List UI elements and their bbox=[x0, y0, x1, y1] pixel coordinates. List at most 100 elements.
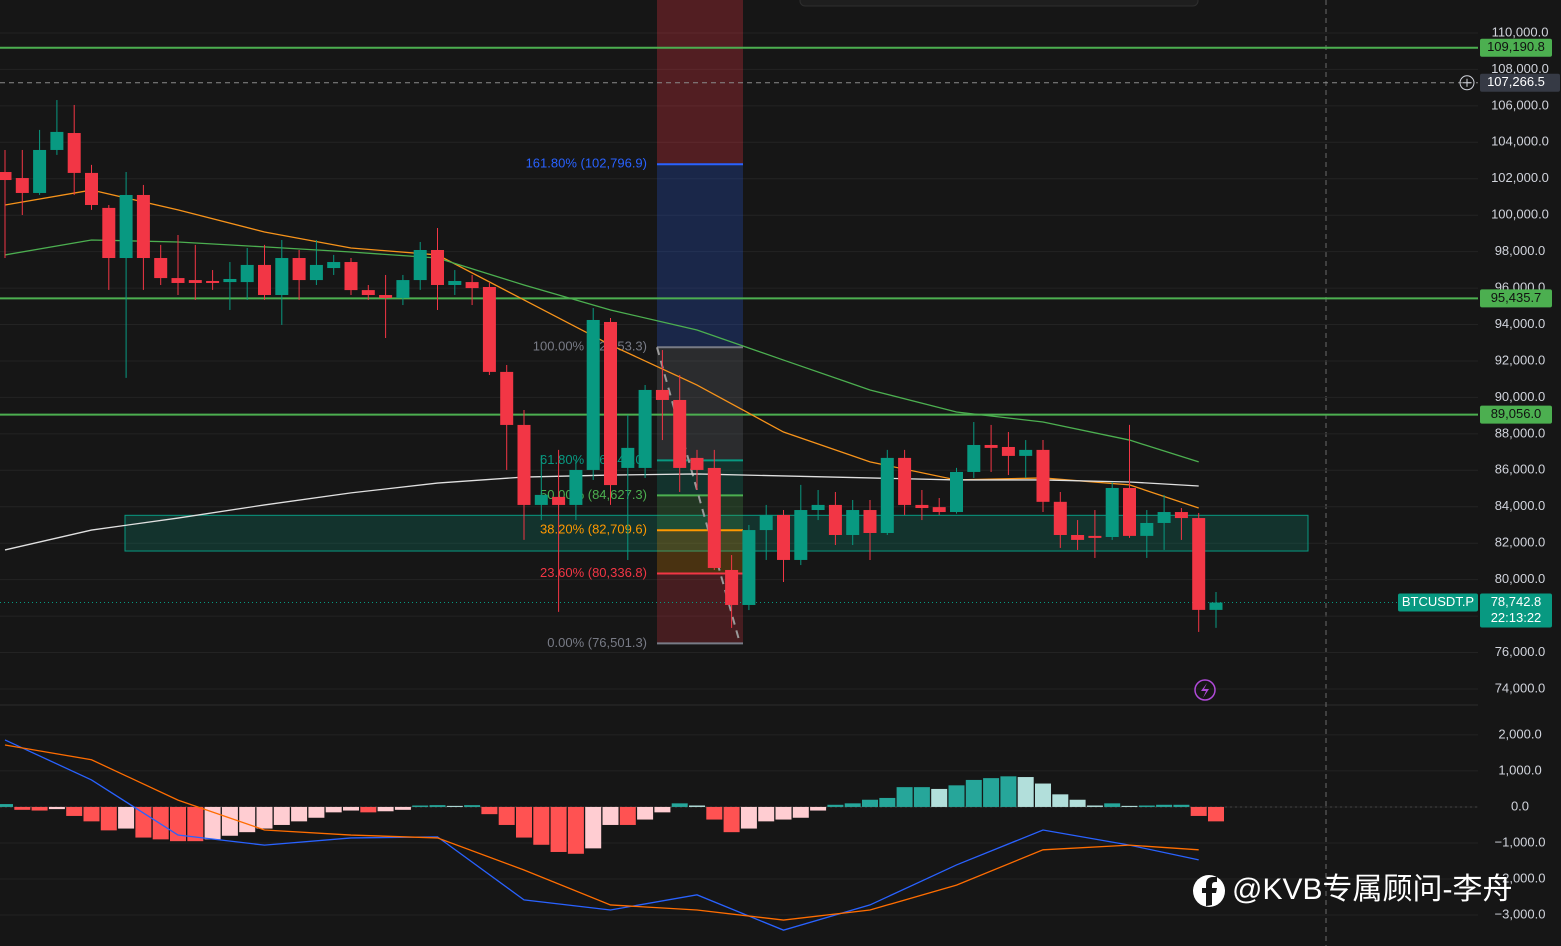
indicator-line bbox=[4, 744, 1199, 921]
y-tick-label: 80,000.0 bbox=[1495, 571, 1546, 586]
alert-bolt bbox=[1201, 683, 1209, 698]
histogram-bar bbox=[343, 806, 359, 811]
histogram-bar bbox=[931, 788, 948, 807]
y-tick-label: 1,000.0 bbox=[1498, 762, 1541, 777]
histogram-bar bbox=[152, 806, 169, 840]
histogram-bar bbox=[533, 806, 550, 845]
candle-body bbox=[448, 280, 462, 285]
histogram-bar bbox=[31, 806, 48, 811]
candle-body bbox=[85, 172, 98, 205]
candle-body bbox=[673, 399, 687, 468]
y-tick-label: 102,000.0 bbox=[1491, 170, 1549, 185]
candle-body bbox=[33, 149, 47, 193]
y-tick-label: 86,000.0 bbox=[1495, 462, 1546, 477]
histogram-bar bbox=[775, 806, 792, 820]
candle-body bbox=[569, 469, 583, 505]
histogram-bar bbox=[14, 806, 31, 810]
histogram-bar bbox=[567, 806, 584, 854]
histogram-bar bbox=[879, 797, 896, 807]
y-tick-label: 110,000.0 bbox=[1492, 24, 1549, 39]
price-label-box bbox=[1480, 289, 1552, 308]
histogram-bar bbox=[291, 806, 308, 822]
histogram-bar bbox=[0, 804, 13, 807]
watermark-icon-glyph bbox=[1202, 877, 1217, 906]
histogram-bar bbox=[377, 806, 394, 812]
y-tick-label: 108,000.0 bbox=[1491, 61, 1549, 76]
watermark: @KVB专属顾问-李舟 bbox=[1232, 873, 1512, 906]
candle-body bbox=[361, 290, 375, 296]
candle-body bbox=[67, 133, 81, 173]
histogram-bar bbox=[723, 806, 740, 833]
histogram-bar bbox=[1069, 799, 1086, 807]
candle-body bbox=[379, 295, 393, 298]
histogram-bar bbox=[896, 787, 913, 807]
histogram-bar bbox=[913, 787, 930, 807]
candle-body bbox=[517, 424, 531, 505]
symbol-label: BTCUSDT.P bbox=[1402, 594, 1474, 609]
histogram-bar bbox=[48, 806, 65, 810]
candle-body bbox=[15, 178, 29, 193]
candle-body bbox=[1053, 501, 1067, 535]
candle-body bbox=[500, 371, 514, 425]
last-price-label: 78,742.8 bbox=[1491, 594, 1542, 609]
candle-body bbox=[275, 258, 289, 296]
candle-body bbox=[898, 457, 912, 505]
price-label: 95,435.7 bbox=[1491, 290, 1542, 305]
histogram-bar bbox=[204, 806, 221, 840]
histogram-bar bbox=[360, 806, 377, 813]
candle-body bbox=[967, 444, 981, 472]
histogram-bar bbox=[66, 806, 83, 816]
candle-body bbox=[742, 530, 756, 605]
histogram-bar bbox=[498, 806, 515, 825]
histogram-bar bbox=[862, 799, 878, 807]
candle-body bbox=[794, 510, 808, 560]
candle-body bbox=[725, 569, 739, 605]
candle-body bbox=[482, 286, 496, 372]
y-tick-label: 76,000.0 bbox=[1495, 644, 1546, 659]
histogram-bar bbox=[394, 806, 411, 810]
candle-body bbox=[655, 389, 669, 400]
candle-body bbox=[206, 280, 220, 283]
candle-body bbox=[915, 504, 929, 509]
histogram-bar bbox=[464, 805, 481, 807]
candle-body bbox=[327, 262, 341, 269]
histogram-bar bbox=[1156, 804, 1173, 807]
histogram-bar bbox=[585, 806, 602, 849]
histogram-bar bbox=[550, 806, 567, 852]
candle-body bbox=[950, 471, 963, 513]
fib-area bbox=[657, 347, 743, 461]
candle-body bbox=[1105, 487, 1119, 537]
fib-extension-area bbox=[657, 0, 743, 165]
y-tick-label: 2,000.0 bbox=[1498, 726, 1541, 741]
histogram-bar bbox=[1173, 804, 1190, 807]
candle-body bbox=[154, 258, 168, 279]
add-alert-button[interactable] bbox=[1459, 75, 1475, 91]
indicator-line bbox=[4, 739, 1199, 931]
candle-body bbox=[102, 207, 116, 259]
candle-body bbox=[431, 250, 444, 285]
histogram-bar bbox=[100, 806, 117, 831]
indicator-line bbox=[4, 239, 1199, 463]
alert-icon[interactable] bbox=[1194, 679, 1216, 701]
histogram-bar bbox=[619, 806, 636, 825]
candle-body bbox=[932, 507, 946, 513]
candle-body bbox=[465, 282, 479, 289]
y-tick-label: 84,000.0 bbox=[1495, 498, 1546, 513]
fib-label: 50.00% (84,627.3) bbox=[540, 487, 647, 502]
toolbar[interactable] bbox=[799, 0, 1199, 7]
histogram-bar bbox=[1121, 805, 1138, 807]
candle-body bbox=[604, 321, 617, 486]
candle-body bbox=[119, 194, 133, 259]
histogram-bar bbox=[273, 806, 290, 825]
candle-body bbox=[586, 319, 600, 470]
price-label: 109,190.8 bbox=[1487, 39, 1545, 54]
candle-body bbox=[0, 172, 12, 181]
histogram-bar bbox=[1138, 805, 1155, 807]
candle-body bbox=[984, 444, 998, 448]
candle-body bbox=[188, 280, 202, 283]
y-tick-label: 104,000.0 bbox=[1491, 134, 1549, 149]
histogram-bar bbox=[412, 805, 429, 807]
candle-body bbox=[552, 496, 566, 505]
